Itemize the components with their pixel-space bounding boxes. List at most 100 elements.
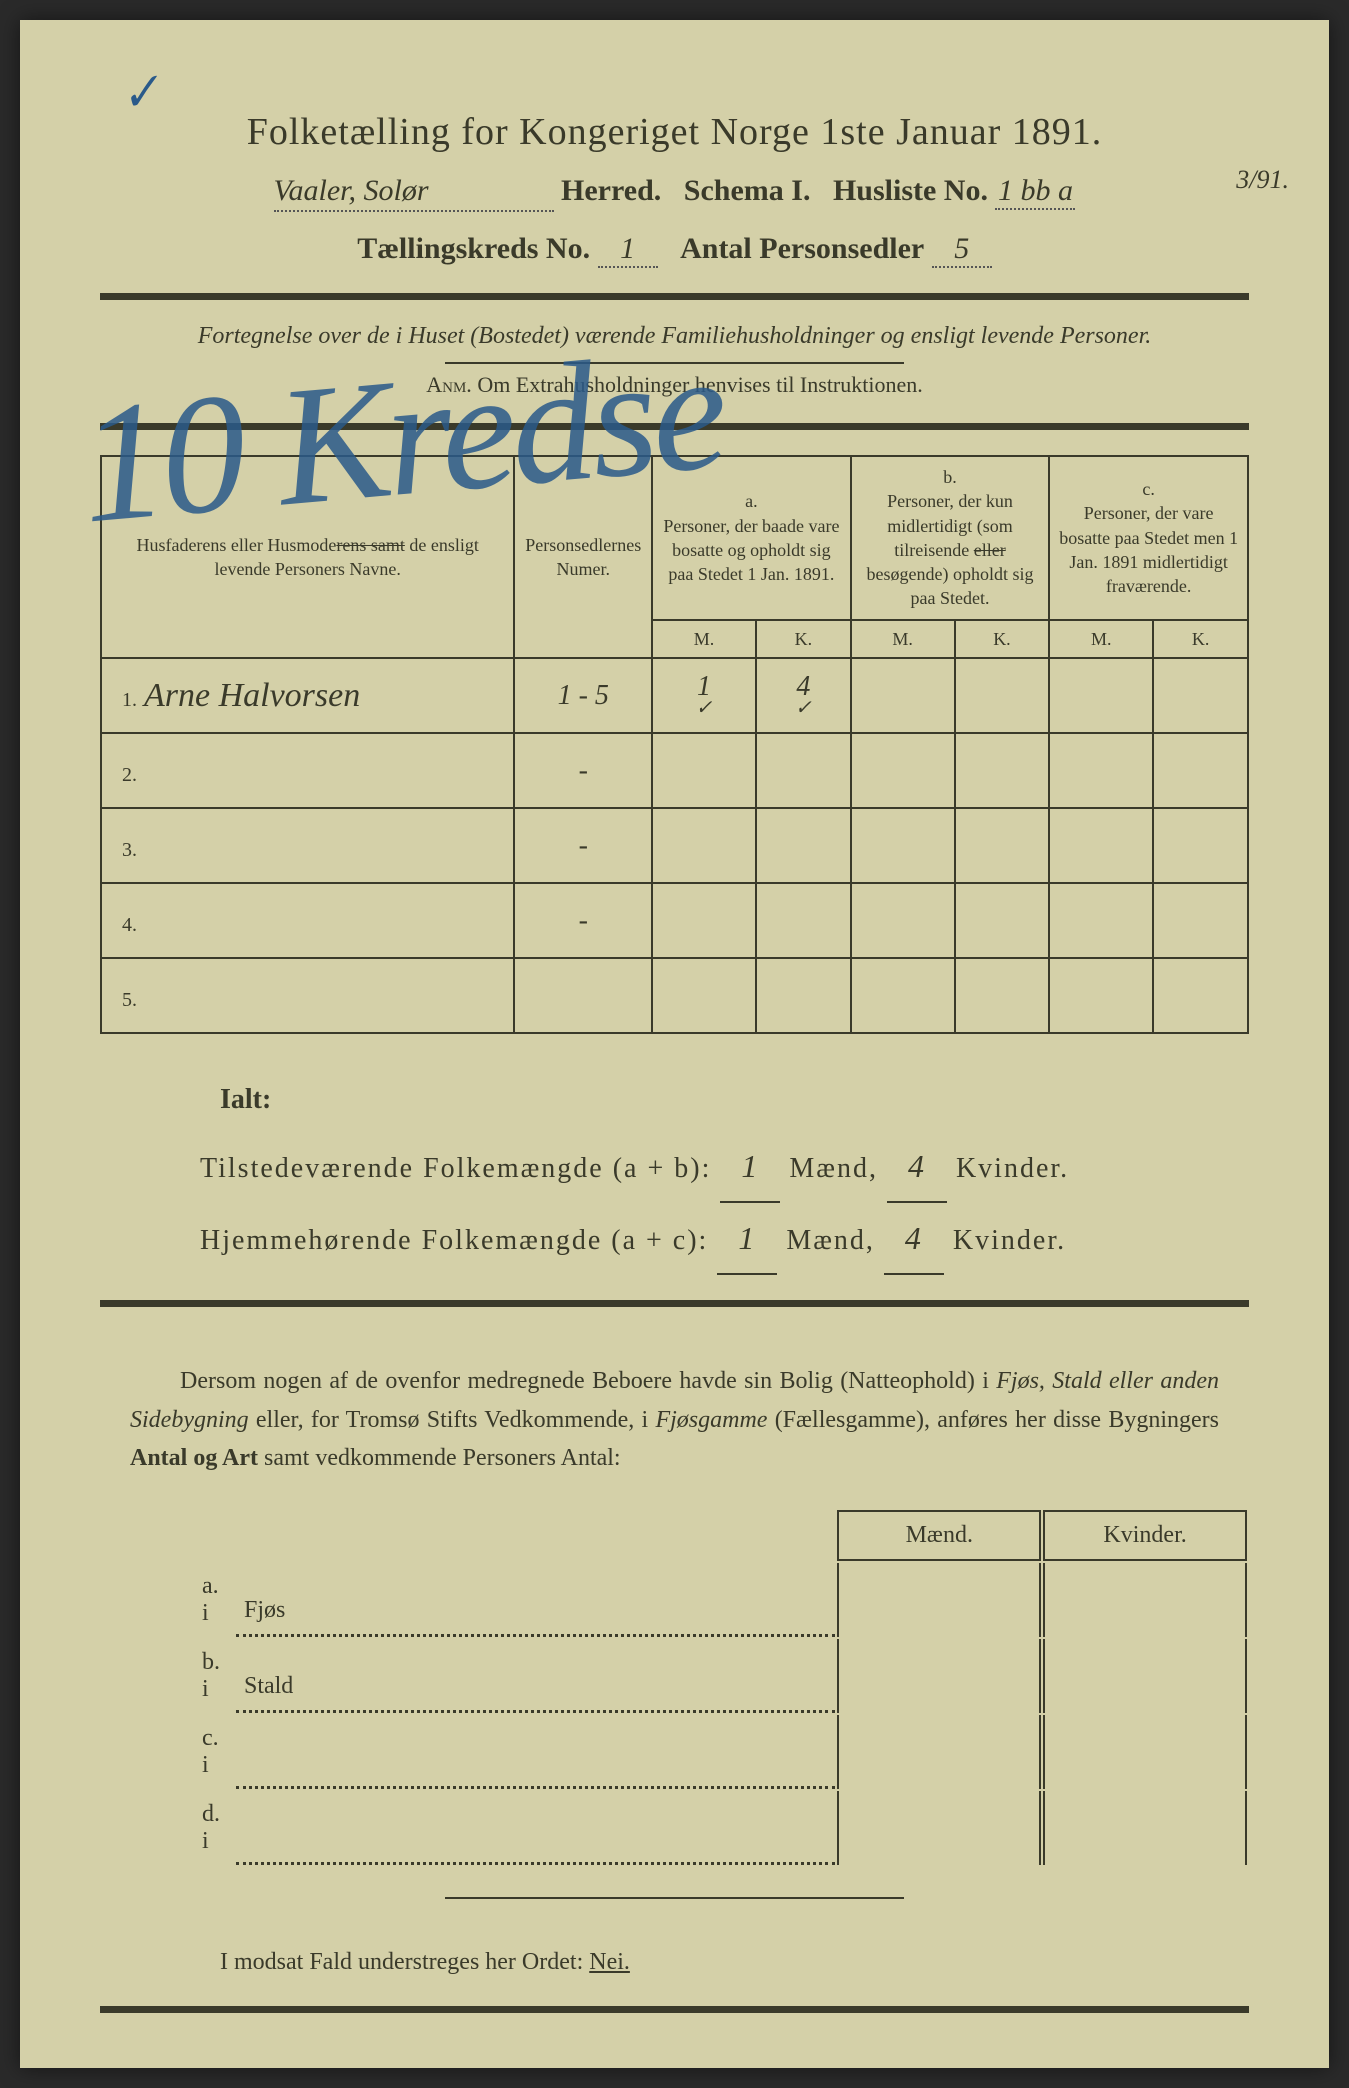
th-a: a. Personer, der baade vare bosatte og o…: [652, 456, 851, 620]
cell-a-m: [652, 733, 756, 808]
cell-sedler: [514, 958, 652, 1033]
sub-label: c. i: [102, 1715, 234, 1789]
cell-b-m: [851, 883, 955, 958]
cell-b-k: [955, 883, 1050, 958]
cell-sedler: 1 - 5: [514, 658, 652, 733]
cell-name: 5.: [101, 958, 514, 1033]
sub-label: a. i: [102, 1563, 234, 1637]
top-checkmark: ✓: [115, 62, 164, 124]
cell-a-k: [756, 733, 851, 808]
t1-maend: Mænd,: [789, 1153, 878, 1184]
cell-name: 4.: [101, 883, 514, 958]
t2-m: 1: [717, 1203, 777, 1275]
header-line-3: Tællingskreds No. 1 Antal Personsedler 5: [100, 232, 1249, 268]
rule-1: [100, 293, 1249, 300]
cell-a-k: [756, 958, 851, 1033]
cell-b-k: [955, 808, 1050, 883]
sub-name: Stald: [236, 1639, 835, 1713]
cell-name: 2.: [101, 733, 514, 808]
sedler-no: 5: [932, 232, 992, 268]
husliste-no: 1 bb a: [995, 174, 1075, 210]
cell-c-k: [1153, 658, 1248, 733]
t2-k: 4: [884, 1203, 944, 1275]
cell-b-m: [851, 808, 955, 883]
th-c-text: Personer, der vare bosatte paa Stedet me…: [1056, 501, 1241, 598]
cell-c-k: [1153, 808, 1248, 883]
th-a-label: a.: [659, 489, 844, 513]
cell-sedler: -: [514, 733, 652, 808]
main-census-table: Husfaderens eller Husmoderens samt de en…: [100, 455, 1249, 1034]
th-numer: Personsedlernes Numer.: [514, 456, 652, 658]
cell-sedler: -: [514, 883, 652, 958]
final-nei: Nei.: [589, 1949, 630, 1975]
th-name: Husfaderens eller Husmoderens samt de en…: [101, 456, 514, 658]
totals-line-2: Hjemmehørende Folkemængde (a + c): 1 Mæn…: [200, 1203, 1249, 1275]
sedler-label: Antal Personsedler: [680, 232, 924, 265]
anm-line: Anm. Om Extrahusholdninger henvises til …: [100, 372, 1249, 398]
cell-a-k: [756, 883, 851, 958]
kreds-no: 1: [598, 232, 658, 268]
cell-c-m: [1049, 958, 1153, 1033]
cell-c-k: [1153, 733, 1248, 808]
ialt-label: Ialt:: [220, 1069, 1249, 1131]
th-b-k: K.: [955, 620, 1050, 658]
cell-b-m: [851, 733, 955, 808]
th-c-label: c.: [1056, 477, 1241, 501]
t1-k: 4: [887, 1131, 947, 1203]
header-line-2: Vaaler, Solør Herred. Schema I. Husliste…: [100, 174, 1249, 212]
cell-a-m: [652, 883, 756, 958]
t2-maend: Mænd,: [786, 1225, 875, 1256]
husliste-label: Husliste No.: [833, 174, 988, 207]
rule-4: [100, 2006, 1249, 2013]
th-b-m: M.: [851, 620, 955, 658]
th-c-k: K.: [1153, 620, 1248, 658]
sub-k: [1043, 1715, 1247, 1789]
t1-kvinder: Kvinder.: [956, 1153, 1069, 1184]
cell-c-m: [1049, 808, 1153, 883]
t1-label: Tilstedeværende Folkemængde (a + b):: [200, 1153, 711, 1184]
th-b: b. Personer, der kun midlertidigt (som t…: [851, 456, 1050, 620]
dersom-paragraph: Dersom nogen af de ovenfor medregnede Be…: [100, 1362, 1249, 1477]
cell-c-m: [1049, 733, 1153, 808]
sub-name: Fjøs: [236, 1563, 835, 1637]
cell-a-m: [652, 808, 756, 883]
t2-label: Hjemmehørende Folkemængde (a + c):: [200, 1225, 708, 1256]
cell-name: 3.: [101, 808, 514, 883]
table-row: 4. -: [101, 883, 1248, 958]
rule-small-2: [445, 1897, 905, 1899]
totals-block: Ialt: Tilstedeværende Folkemængde (a + b…: [100, 1069, 1249, 1275]
cell-sedler: -: [514, 808, 652, 883]
cell-a-m: 1✓: [652, 658, 756, 733]
t2-kvinder: Kvinder.: [953, 1225, 1066, 1256]
anm-text: Om Extrahusholdninger henvises til Instr…: [477, 372, 922, 397]
totals-line-1: Tilstedeværende Folkemængde (a + b): 1 M…: [200, 1131, 1249, 1203]
cell-b-k: [955, 958, 1050, 1033]
table-row: 5.: [101, 958, 1248, 1033]
sub-m: [837, 1563, 1041, 1637]
th-a-m: M.: [652, 620, 756, 658]
herred-label: Herred.: [561, 174, 661, 207]
subtable-row: d. i: [102, 1791, 1247, 1865]
cell-b-m: [851, 958, 955, 1033]
cell-a-m: [652, 958, 756, 1033]
rule-small: [445, 362, 905, 364]
sub-m: [837, 1715, 1041, 1789]
anm-label: Anm.: [426, 372, 472, 397]
subtable-row: a. iFjøs: [102, 1563, 1247, 1637]
sub-maend: Mænd.: [837, 1510, 1041, 1561]
th-b-label: b.: [858, 465, 1043, 489]
cell-c-k: [1153, 883, 1248, 958]
cell-b-m: [851, 658, 955, 733]
th-c: c. Personer, der vare bosatte paa Stedet…: [1049, 456, 1248, 620]
kreds-label: Tællingskreds No.: [357, 232, 590, 265]
sub-name: [236, 1791, 835, 1865]
th-b-text: Personer, der kun midlertidigt (som tilr…: [858, 489, 1043, 610]
cell-c-m: [1049, 883, 1153, 958]
census-form-page: ✓ Folketælling for Kongeriget Norge 1ste…: [20, 20, 1329, 2068]
final-pre: I modsat Fald understreges her Ordet:: [220, 1949, 589, 1975]
th-a-k: K.: [756, 620, 851, 658]
cell-a-k: [756, 808, 851, 883]
final-line: I modsat Fald understreges her Ordet: Ne…: [100, 1949, 1249, 1976]
subtable-row: b. iStald: [102, 1639, 1247, 1713]
buildings-subtable: Mænd. Kvinder. a. iFjøsb. iStaldc. id. i: [100, 1508, 1249, 1867]
